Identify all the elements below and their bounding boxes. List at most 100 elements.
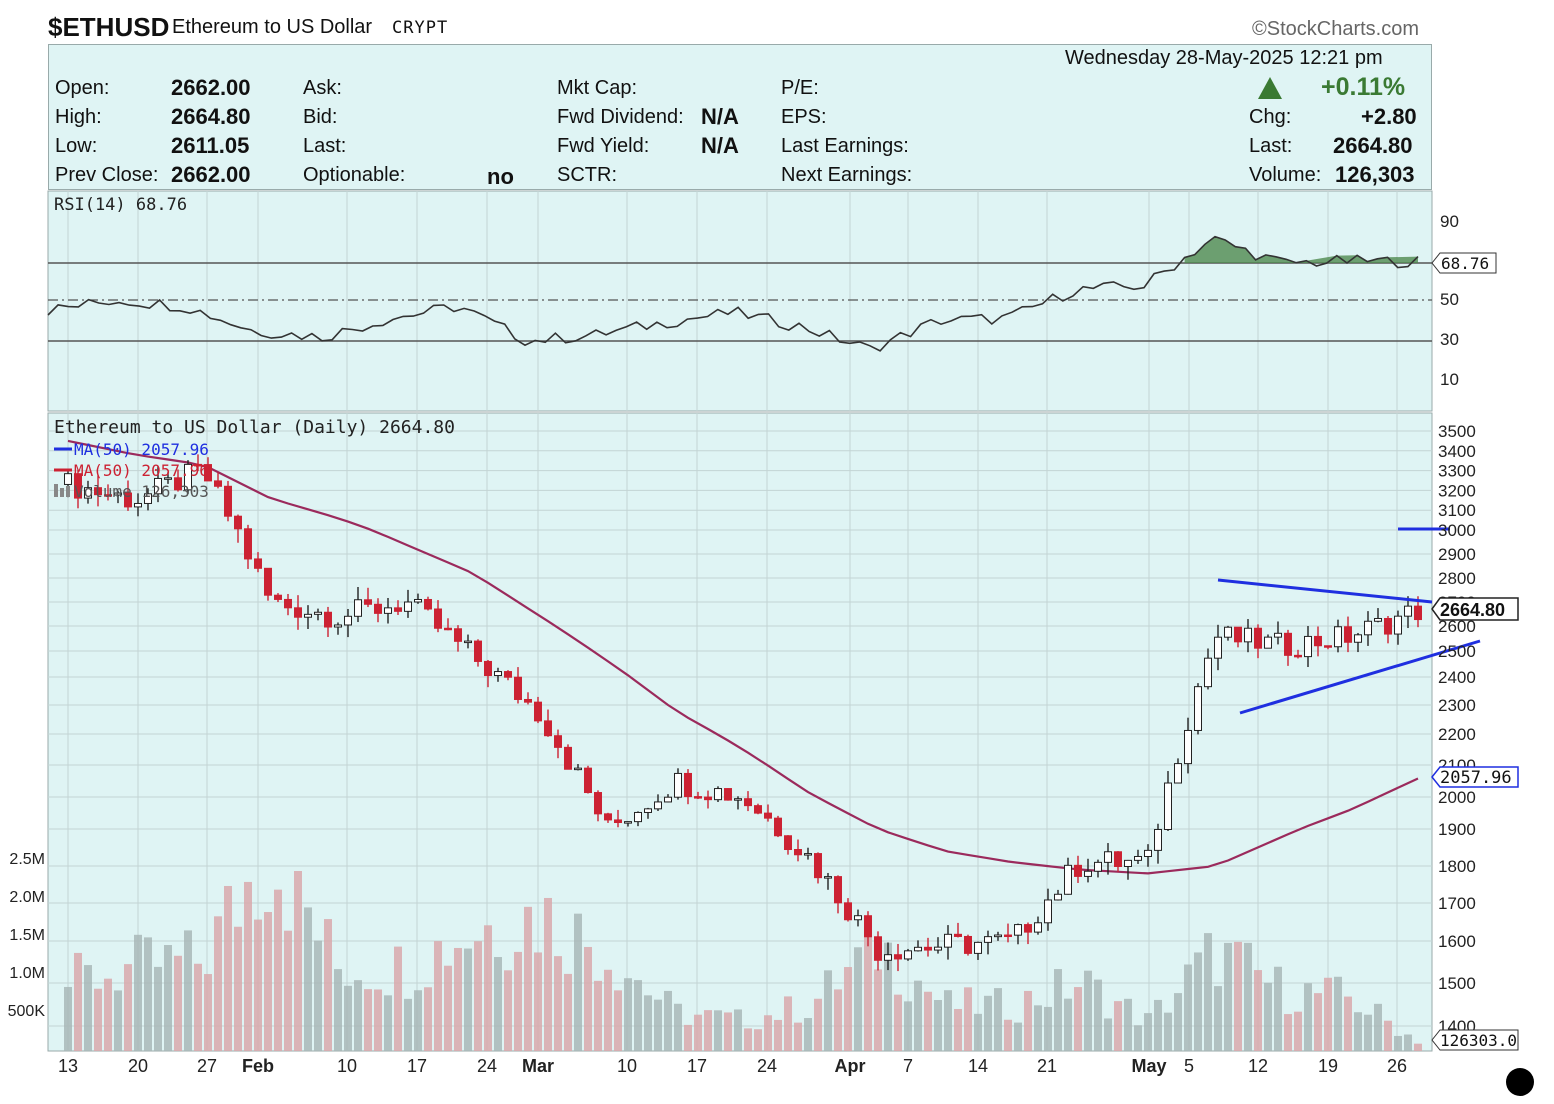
volume-bar — [1164, 1012, 1172, 1051]
volume-bar — [1054, 969, 1062, 1051]
rsi-label: RSI(14) 68.76 — [54, 195, 187, 215]
candle — [1384, 616, 1392, 644]
volume-bar — [1244, 942, 1252, 1051]
volume-bar — [1104, 1018, 1112, 1051]
x-tick-label: 12 — [1248, 1056, 1268, 1076]
volume-bar — [884, 942, 892, 1051]
fwd-dividend-label: Fwd Dividend: — [557, 106, 684, 128]
candle — [614, 809, 622, 828]
candle — [784, 835, 792, 855]
high-label: High: — [55, 106, 102, 128]
candle — [444, 618, 452, 631]
volume-bar — [474, 941, 482, 1051]
optionable-label: Optionable: — [303, 164, 406, 186]
rsi-panel-bg — [47, 190, 1433, 412]
volume-bar — [1204, 933, 1212, 1051]
candle — [404, 589, 412, 618]
candle — [1084, 858, 1092, 883]
volume-bar — [824, 970, 832, 1051]
candle — [1024, 922, 1032, 945]
candle — [1364, 611, 1372, 646]
candle — [274, 593, 282, 603]
candle — [164, 472, 172, 484]
candle — [154, 466, 162, 503]
price-tick: 2500 — [1438, 642, 1476, 661]
candle — [564, 744, 572, 770]
volume-bar — [694, 1014, 702, 1051]
volume-bar — [224, 885, 232, 1051]
volume-bar — [1314, 993, 1322, 1051]
candle — [904, 948, 912, 961]
ma-blue-legend: MA(50) 2057.96 — [74, 440, 209, 459]
price-tick: 3100 — [1438, 501, 1476, 520]
candle — [584, 765, 592, 794]
volume-bar — [1334, 976, 1342, 1051]
candle — [1214, 624, 1222, 671]
volume-bar — [524, 906, 532, 1051]
candle — [504, 670, 512, 681]
volume-bar — [134, 934, 142, 1051]
candle — [524, 692, 532, 705]
volume-bar — [1004, 1019, 1012, 1051]
volume-bar — [1174, 993, 1182, 1051]
volume-bar — [1384, 1020, 1392, 1051]
high-value: 2664.80 — [171, 104, 251, 129]
x-tick-label: 27 — [197, 1056, 217, 1076]
candle — [1194, 683, 1202, 735]
candle — [824, 872, 832, 890]
candle — [864, 911, 872, 947]
price-tick: 3000 — [1438, 521, 1476, 540]
candle — [834, 875, 842, 914]
ma50-line — [67, 439, 1419, 875]
x-tick-label: 20 — [128, 1056, 148, 1076]
candle — [464, 634, 472, 649]
candle — [1404, 596, 1412, 629]
volume-bar — [1144, 1013, 1152, 1051]
price-tick: 2600 — [1438, 617, 1476, 636]
volume-bar — [1094, 979, 1102, 1051]
volume-bar — [714, 1010, 722, 1051]
candle — [894, 943, 902, 972]
candle — [194, 454, 202, 472]
volume-bar — [494, 957, 502, 1051]
volume-bar — [794, 1022, 802, 1051]
volume-bar — [984, 995, 992, 1051]
last-earnings-label: Last Earnings: — [781, 135, 909, 157]
volume-bar — [1024, 990, 1032, 1051]
last-label: Last: — [303, 135, 347, 157]
candle — [1304, 626, 1312, 668]
candle — [734, 796, 742, 810]
candle — [254, 552, 262, 573]
next-earnings-label: Next Earnings: — [781, 164, 913, 186]
volume-bar — [174, 955, 182, 1051]
candle — [1154, 823, 1162, 864]
candle — [244, 524, 252, 569]
candle — [654, 794, 662, 812]
rsi-overbought-fill — [1184, 236, 1418, 263]
volume-bar — [874, 969, 882, 1051]
volume-bar — [954, 1008, 962, 1051]
volume-bar — [1294, 1011, 1302, 1051]
chg-value: +2.80 — [1361, 104, 1417, 129]
volume-bar — [844, 967, 852, 1051]
candle — [264, 567, 272, 601]
x-tick-label: May — [1131, 1056, 1166, 1076]
candle — [1004, 923, 1012, 943]
candle — [994, 931, 1002, 941]
volume-bar — [604, 969, 612, 1051]
x-tick-label: Feb — [242, 1056, 274, 1076]
volume-bar — [624, 978, 632, 1051]
candle — [1174, 758, 1182, 784]
ask-label: Ask: — [303, 77, 342, 99]
x-tick-label: 19 — [1318, 1056, 1338, 1076]
svg-text:2057.96: 2057.96 — [1440, 768, 1512, 788]
volume-bar — [1154, 999, 1162, 1051]
volume-bar — [904, 1001, 912, 1051]
volume-bar — [1134, 1025, 1142, 1051]
volume-bar — [1014, 1022, 1022, 1051]
low-value: 2611.05 — [171, 133, 250, 158]
volume-bar — [374, 989, 382, 1051]
volume-bar — [404, 998, 412, 1051]
x-tick-label: 14 — [968, 1056, 988, 1076]
candle — [914, 940, 922, 952]
